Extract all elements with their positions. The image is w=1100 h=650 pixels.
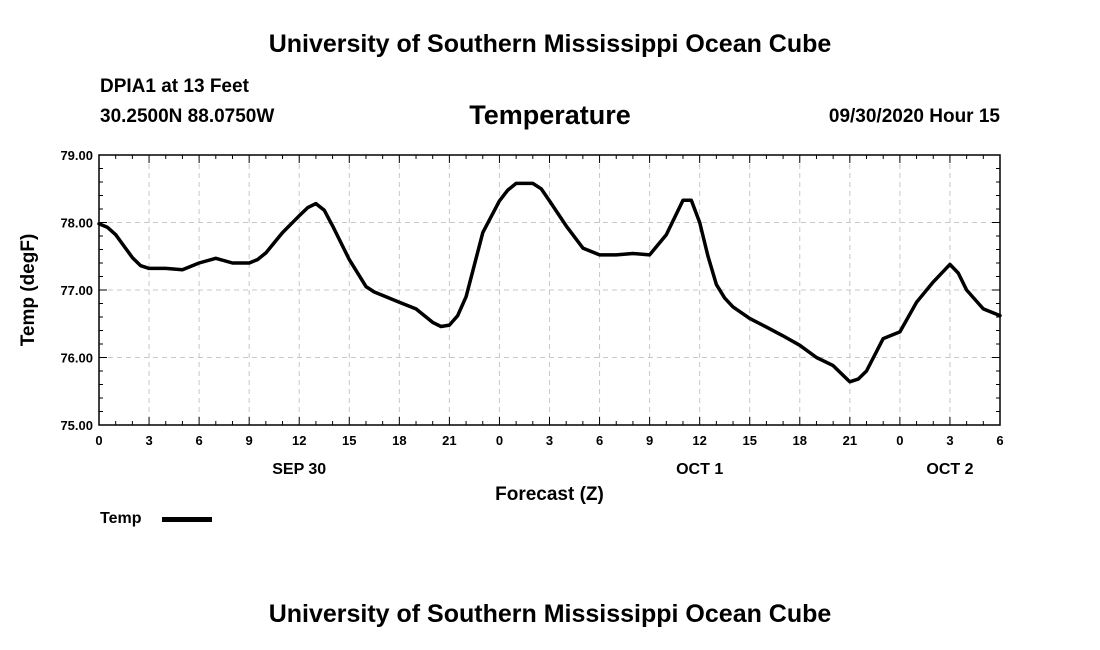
- y-tick-label: 77.00: [60, 283, 93, 298]
- x-tick-label: 21: [843, 433, 857, 448]
- day-label: OCT 1: [676, 461, 723, 478]
- x-tick-label: 9: [246, 433, 253, 448]
- x-tick-label: 3: [145, 433, 152, 448]
- x-tick-label: 6: [596, 433, 603, 448]
- x-tick-label: 6: [996, 433, 1003, 448]
- y-axis-title: Temp (degF): [18, 234, 39, 347]
- x-tick-label: 15: [742, 433, 756, 448]
- x-tick-label: 3: [546, 433, 553, 448]
- station-label: DPIA1 at 13 Feet: [100, 76, 249, 97]
- y-tick-label: 78.00: [60, 216, 93, 231]
- x-tick-label: 6: [195, 433, 202, 448]
- y-tick-label: 75.00: [60, 418, 93, 433]
- forecast-datetime: 09/30/2020 Hour 15: [828, 106, 1000, 127]
- tick-labels: 0 3 6 9 12 15 18 21 0 3 6 9 12 15 18 21 0 3 6 75.00 76.00 77.…: [60, 148, 1003, 478]
- x-tick-label: 12: [692, 433, 706, 448]
- footer-title: University of Southern Mississippi Ocean…: [268, 600, 832, 628]
- x-tick-label: 18: [793, 433, 807, 448]
- x-tick-label: 18: [392, 433, 406, 448]
- y-tick-label: 79.00: [60, 148, 93, 163]
- x-tick-label: 0: [95, 433, 102, 448]
- x-tick-label: 12: [292, 433, 306, 448]
- legend-label: Temp: [100, 510, 142, 527]
- x-tick-label: 9: [646, 433, 653, 448]
- legend-swatch: [162, 517, 212, 522]
- chart-title: Temperature: [469, 100, 631, 130]
- x-tick-label: 3: [946, 433, 953, 448]
- coordinates-label: 30.2500N 88.0750W: [100, 106, 275, 127]
- grid-lines: [99, 155, 1000, 425]
- day-label: SEP 30: [272, 461, 326, 478]
- series-layer: [97, 181, 1002, 384]
- temp-series-line: [97, 181, 1002, 384]
- x-tick-label: 0: [496, 433, 503, 448]
- x-tick-label: 21: [442, 433, 456, 448]
- x-axis-title: Forecast (Z): [495, 484, 604, 505]
- x-tick-label: 15: [342, 433, 356, 448]
- day-label: OCT 2: [926, 461, 973, 478]
- page-title: University of Southern Mississippi Ocean…: [268, 30, 832, 58]
- x-tick-label: 0: [896, 433, 903, 448]
- plot-frame: [98, 154, 1001, 426]
- y-tick-label: 76.00: [60, 351, 93, 366]
